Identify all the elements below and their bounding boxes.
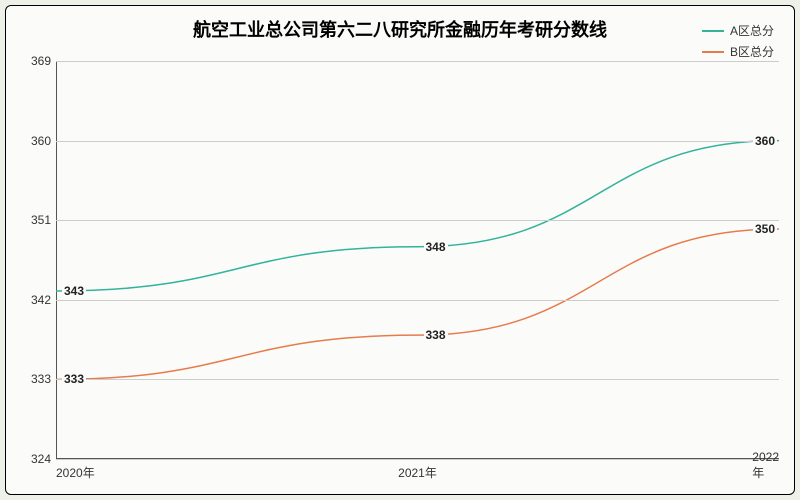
- grid-line: [56, 220, 779, 221]
- legend-item-b: B区总分: [702, 43, 774, 60]
- y-tick-label: 333: [16, 372, 51, 386]
- chart-title: 航空工业总公司第六二八研究所金融历年考研分数线: [6, 16, 794, 42]
- y-tick-label: 342: [16, 293, 51, 307]
- data-label: 360: [753, 134, 777, 148]
- grid-line: [56, 141, 779, 142]
- legend-swatch-b: [702, 51, 724, 53]
- series-line: [56, 229, 779, 379]
- x-tick-label: 2021年: [398, 464, 437, 481]
- data-label: 338: [423, 328, 447, 342]
- y-tick-label: 351: [16, 213, 51, 227]
- grid-line: [56, 379, 779, 380]
- legend-item-a: A区总分: [702, 22, 774, 39]
- legend-label-a: A区总分: [730, 22, 774, 39]
- y-tick-label: 324: [16, 452, 51, 466]
- legend-label-b: B区总分: [730, 43, 774, 60]
- data-label: 333: [62, 372, 86, 386]
- grid-line: [56, 61, 779, 62]
- data-label: 348: [423, 240, 447, 254]
- line-layer: [56, 61, 779, 459]
- y-tick-label: 369: [16, 54, 51, 68]
- grid-line: [56, 459, 779, 460]
- series-line: [56, 141, 779, 291]
- chart-container: 航空工业总公司第六二八研究所金融历年考研分数线 A区总分 B区总分 324 333…: [5, 5, 795, 495]
- legend-swatch-a: [702, 30, 724, 32]
- data-label: 350: [753, 222, 777, 236]
- x-tick-label: 2020年: [56, 464, 95, 481]
- data-label: 343: [62, 284, 86, 298]
- y-tick-label: 360: [16, 134, 51, 148]
- legend: A区总分 B区总分: [702, 22, 774, 64]
- x-tick-label: 2022年: [752, 450, 779, 481]
- grid-line: [56, 300, 779, 301]
- plot-area: 3243333423513603692020年2021年2022年3433483…: [56, 61, 779, 459]
